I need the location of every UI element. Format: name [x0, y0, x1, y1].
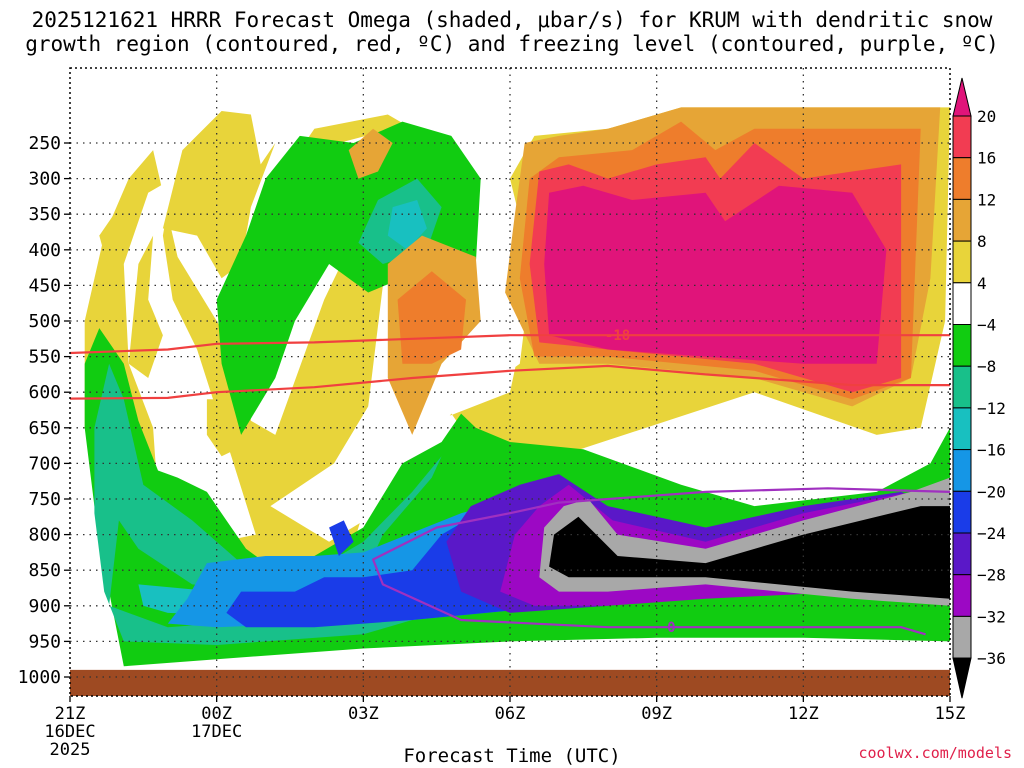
y-tick-label: 850 [28, 560, 61, 581]
x-tick-label: 12Z [788, 704, 819, 724]
x-tick-label: 06Z [495, 704, 526, 724]
omega-region [348, 128, 393, 179]
colorbar-label: −8 [977, 357, 996, 376]
colorbar-segment [952, 532, 972, 576]
colorbar-segment [952, 407, 972, 451]
omega-region [99, 207, 129, 272]
colorbar-label: 12 [977, 190, 996, 209]
y-tick-label: 350 [28, 204, 61, 225]
omega-region [162, 111, 276, 279]
y-tick-label: 400 [28, 240, 61, 261]
dendritic-contour [70, 364, 950, 400]
colorbar-label: −16 [977, 441, 1006, 460]
ground-fill [70, 669, 950, 696]
colorbar-segment [952, 449, 972, 492]
y-tick-label: 300 [28, 169, 61, 190]
credit-link[interactable]: coolwx.com/models [858, 744, 1012, 762]
plot-border [69, 67, 951, 697]
omega-region [329, 520, 354, 556]
x-tick-label: 2025 [50, 740, 91, 760]
colorbar-label: −12 [977, 399, 1006, 418]
y-tick-label: 500 [28, 311, 61, 332]
omega-region [123, 178, 256, 549]
omega-region [387, 200, 427, 250]
y-tick-label: 900 [28, 596, 61, 617]
y-tick-label: 250 [28, 133, 61, 154]
x-tick-label: 03Z [348, 704, 379, 724]
y-tick-label: 550 [28, 347, 61, 368]
colorbar-label: −24 [977, 524, 1006, 543]
colorbar-segment [952, 282, 972, 325]
colorbar-arrow-bottom [952, 657, 972, 699]
y-tick-label: 600 [28, 382, 61, 403]
freezing-level-contour [372, 487, 950, 636]
x-tick-label: 21Z [55, 704, 86, 724]
y-tick-label: 700 [28, 453, 61, 474]
y-tick-label: 800 [28, 525, 61, 546]
colorbar-segment [952, 240, 972, 284]
grid-lines [70, 68, 950, 696]
colorbar-label: −32 [977, 607, 1006, 626]
colorbar-label: 16 [977, 149, 996, 168]
colorbar-label: −28 [977, 566, 1006, 585]
colorbar-segment [952, 615, 972, 659]
x-tick-label: 17DEC [191, 722, 242, 742]
x-tick-label: 09Z [641, 704, 672, 724]
chart-title-line-1: 2025121621 HRRR Forecast Omega (shaded, … [31, 8, 993, 32]
colorbar-label: −20 [977, 482, 1006, 501]
y-tick-label: 950 [28, 631, 61, 652]
colorbar-label: −4 [977, 316, 996, 335]
colorbar-segment [952, 198, 972, 242]
y-tick-label: 450 [28, 275, 61, 296]
colorbar-segment [952, 324, 972, 367]
colorbar-segment [952, 490, 972, 534]
y-tick-label: 650 [28, 418, 61, 439]
y-axis-ticks: 250 300 350 400 450 500 550 600 650 700 750 800 850 9… [18, 133, 70, 688]
plot-frame [69, 67, 951, 697]
chart-title-line-2: growth region (contoured, red, ºC) and f… [25, 32, 999, 56]
temperature-contours: -18 0 [70, 328, 950, 636]
contour-label: -18 [605, 328, 630, 344]
colorbar-segment [952, 115, 972, 159]
colorbar-label: −36 [977, 649, 1006, 668]
x-tick-label: 00Z [201, 704, 232, 724]
colorbar-label: 4 [977, 274, 987, 293]
dendritic-contour [70, 334, 950, 355]
colorbar-arrow-top [952, 77, 972, 117]
colorbar-label: 20 [977, 107, 996, 126]
y-tick-label: 750 [28, 489, 61, 510]
y-tick-label: 1000 [18, 667, 61, 688]
contour-label: 0 [667, 620, 675, 636]
colorbar-segment [952, 157, 972, 200]
colorbar: 20 16 12 8 4 −4 −8 −12 −16 −20 −24 −28 −32 −36 [952, 77, 1006, 699]
x-axis-label: Forecast Time (UTC) [403, 745, 621, 767]
x-tick-label: 16DEC [44, 722, 95, 742]
omega-region [128, 235, 163, 378]
omega-region [544, 185, 887, 364]
omega-region [549, 506, 950, 599]
colorbar-segment [952, 574, 972, 617]
omega-shading [84, 107, 950, 667]
x-tick-label: 15Z [935, 704, 966, 724]
colorbar-segment [952, 365, 972, 409]
colorbar-label: 8 [977, 232, 987, 251]
omega-region [397, 271, 466, 364]
ground-surface [70, 669, 950, 696]
omega-region [206, 399, 237, 457]
